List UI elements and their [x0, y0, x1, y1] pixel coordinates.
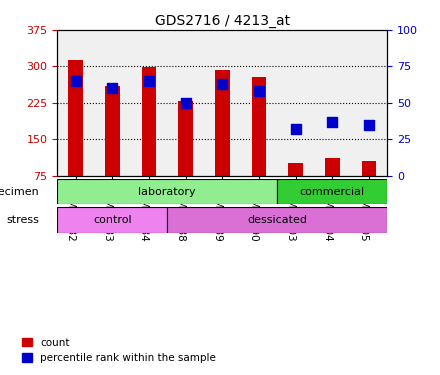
Text: stress: stress: [6, 215, 39, 225]
Bar: [362, 161, 376, 212]
Bar: [215, 70, 230, 212]
Point: [329, 119, 336, 125]
Text: commercial: commercial: [300, 187, 365, 196]
FancyBboxPatch shape: [277, 179, 387, 204]
Point: [145, 78, 152, 84]
Bar: [142, 67, 156, 212]
Title: GDS2716 / 4213_at: GDS2716 / 4213_at: [154, 13, 290, 28]
Bar: [68, 60, 83, 212]
Bar: [178, 102, 193, 212]
Point: [182, 100, 189, 106]
FancyBboxPatch shape: [57, 179, 277, 204]
Point: [109, 86, 116, 92]
Text: specimen: specimen: [0, 187, 39, 196]
Point: [72, 78, 79, 84]
Point: [365, 122, 372, 128]
Text: laboratory: laboratory: [139, 187, 196, 196]
Bar: [105, 86, 120, 212]
Point: [219, 81, 226, 87]
Legend: count, percentile rank within the sample: count, percentile rank within the sample: [18, 334, 219, 366]
FancyBboxPatch shape: [57, 207, 167, 232]
Bar: [325, 158, 340, 212]
Text: control: control: [93, 215, 132, 225]
Point: [292, 126, 299, 132]
Point: [255, 88, 262, 94]
Text: dessicated: dessicated: [247, 215, 307, 225]
FancyBboxPatch shape: [167, 207, 387, 232]
Bar: [252, 77, 266, 212]
Bar: [288, 163, 303, 212]
